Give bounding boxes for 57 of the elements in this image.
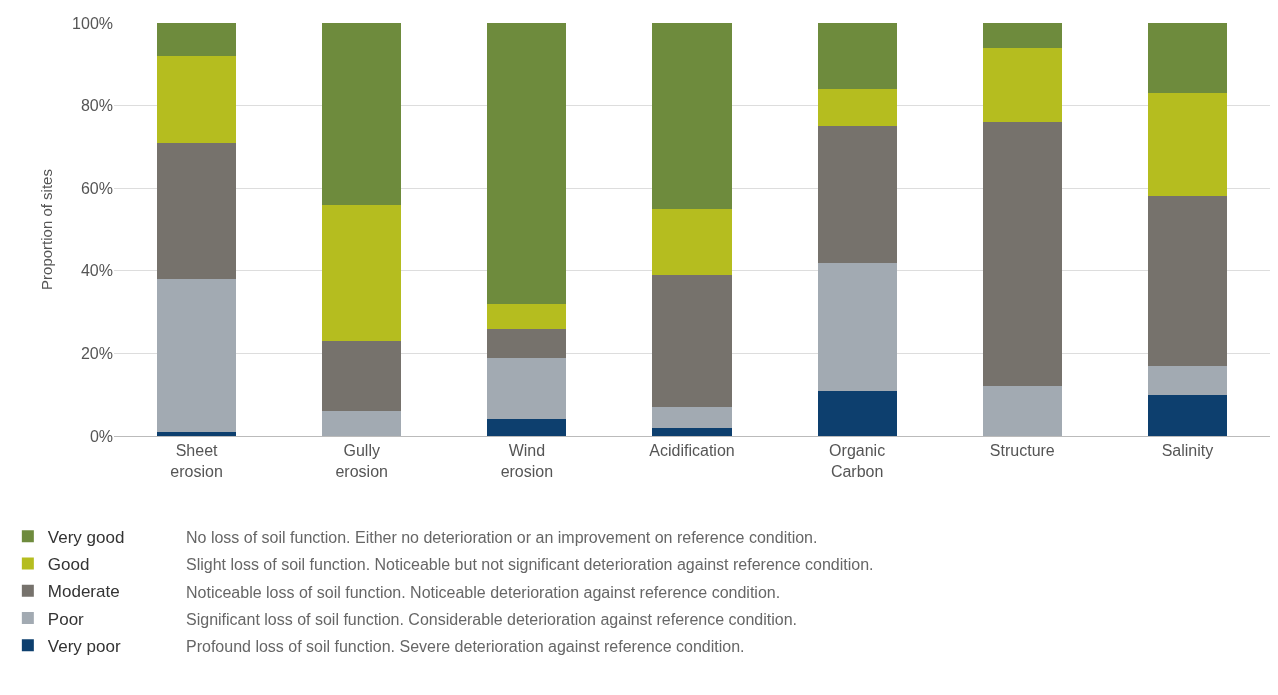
bar [1147,23,1228,94]
x-tick-label: Wind erosion [500,442,554,480]
bar [982,47,1062,123]
x-tick-label: Gully erosion [335,442,388,480]
text: No loss of soil function. Either no deterioration or an improvement on reference condition. [186,529,818,546]
bar [1147,93,1228,197]
bar [1147,196,1228,366]
bar [817,390,897,436]
y-tick-label: 20% [80,345,113,362]
bar [982,122,1062,387]
text: Slight loss of soil function. Noticeable but not significant deterioration against reference condition. [186,556,874,573]
bar [156,23,237,57]
bar [322,411,402,436]
text: Profound loss of soil function. Severe deterioration against reference condition. [186,638,745,655]
bar [322,204,402,342]
legend-label: Very good [47,527,125,547]
text: Significant loss of soil function. Considerable deterioration against reference condition. [186,611,798,628]
bar [817,126,897,263]
bar [156,279,237,432]
x-tick-label: Salinity [1161,442,1214,460]
bar [487,303,567,329]
bar [487,419,567,436]
bar [322,23,402,205]
bar [652,23,732,209]
legend-label: Moderate [47,582,120,602]
y-tick-label: 80% [80,97,113,115]
text: Noticeable loss of soil function. Noticeable deterioration against reference condition. [186,584,781,601]
bar [652,208,732,275]
x-tick-label: Structure [989,442,1055,460]
bar [156,431,237,436]
y-tick-label: 0% [89,427,113,445]
bar [487,23,567,304]
x-tick-label: Organic Carbon [829,442,886,480]
bar [982,23,1062,48]
bar [1147,394,1228,436]
y-tick-label: 100% [72,14,113,32]
y-axis-title: Proportion of sites [38,169,56,290]
bar [156,142,237,280]
bar [487,357,567,420]
legend-label: Very poor [47,636,121,656]
bar [1147,365,1228,395]
x-tick-label: Acidification [649,442,735,460]
legend-label: Poor [47,609,85,629]
legend-label: Good [47,555,90,575]
bar [487,328,567,358]
bar [817,89,897,127]
bar [817,262,897,391]
bar [652,407,732,428]
x-tick-label: Sheet erosion [170,442,223,480]
bar [322,341,402,412]
y-tick-label: 40% [80,262,113,280]
bar [652,274,732,408]
bar [156,56,237,143]
bar [982,386,1062,436]
y-tick-label: 60% [80,179,113,197]
bar [817,23,897,90]
bar [652,427,732,436]
